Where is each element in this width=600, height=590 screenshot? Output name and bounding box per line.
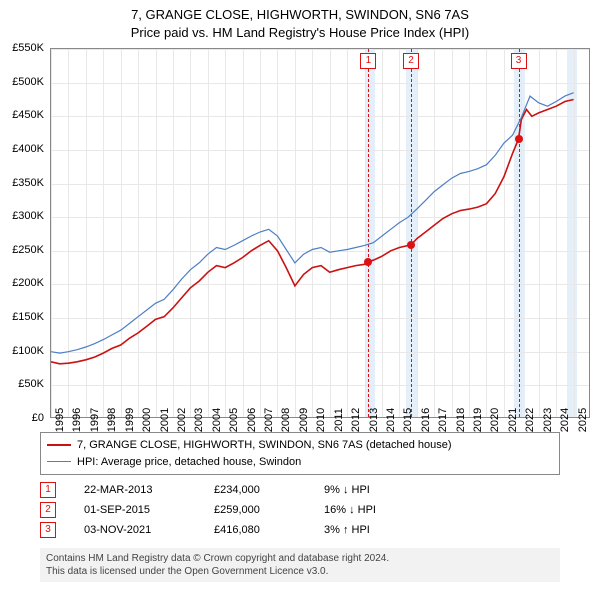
yaxis-tick-label: £0	[32, 412, 44, 424]
sale-diff: 16% ↓ HPI	[324, 504, 434, 516]
xaxis-tick-label: 2017	[437, 408, 449, 432]
legend-item: HPI: Average price, detached house, Swin…	[47, 454, 553, 471]
xaxis-tick-label: 2005	[228, 408, 240, 432]
yaxis-tick-label: £450K	[12, 109, 44, 121]
chart-area: 123 £0£50K£100K£150K£200K£250K£300K£350K…	[50, 48, 590, 418]
xaxis-tick-label: 2015	[402, 408, 414, 432]
xaxis-tick-label: 2010	[315, 408, 327, 432]
xaxis-tick-label: 2012	[350, 408, 362, 432]
sales-row: 2 01-SEP-2015 £259,000 16% ↓ HPI	[40, 500, 434, 520]
yaxis-tick-label: £250K	[12, 244, 44, 256]
footer: Contains HM Land Registry data © Crown c…	[40, 548, 560, 582]
sale-price: £259,000	[214, 504, 324, 516]
xaxis-tick-label: 2000	[141, 408, 153, 432]
sale-flag-marker: 2	[403, 53, 419, 69]
plot: 1 2 3	[50, 48, 590, 418]
yaxis-tick-label: £550K	[12, 42, 44, 54]
sale-date: 01-SEP-2015	[84, 504, 214, 516]
xaxis-tick-label: 2007	[263, 408, 275, 432]
sales-row: 1 22-MAR-2013 £234,000 9% ↓ HPI	[40, 480, 434, 500]
xaxis-tick-label: 1998	[106, 408, 118, 432]
sale-price: £234,000	[214, 484, 324, 496]
xaxis-tick-label: 2008	[280, 408, 292, 432]
sale-date: 03-NOV-2021	[84, 524, 214, 536]
series-hpi	[51, 93, 574, 353]
yaxis-tick-label: £400K	[12, 143, 44, 155]
legend-swatch	[47, 444, 71, 446]
xaxis-tick-label: 2016	[420, 408, 432, 432]
legend-label: 7, GRANGE CLOSE, HIGHWORTH, SWINDON, SN6…	[77, 437, 452, 454]
xaxis-tick-label: 2002	[176, 408, 188, 432]
sale-flag-icon: 2	[40, 502, 56, 518]
series-svg	[51, 49, 590, 418]
footer-line: Contains HM Land Registry data © Crown c…	[46, 552, 554, 565]
title-subtitle: Price paid vs. HM Land Registry's House …	[0, 24, 600, 42]
xaxis-tick-label: 2001	[159, 408, 171, 432]
sale-flag-marker: 1	[360, 53, 376, 69]
yaxis-tick-label: £150K	[12, 311, 44, 323]
sales-row: 3 03-NOV-2021 £416,080 3% ↑ HPI	[40, 520, 434, 540]
yaxis-tick-label: £300K	[12, 210, 44, 222]
xaxis-tick-label: 2003	[193, 408, 205, 432]
sale-marker	[364, 258, 372, 266]
sales-table: 1 22-MAR-2013 £234,000 9% ↓ HPI 2 01-SEP…	[40, 480, 434, 540]
sale-diff: 9% ↓ HPI	[324, 484, 434, 496]
xaxis-tick-label: 2022	[524, 408, 536, 432]
xaxis-tick-label: 1997	[89, 408, 101, 432]
sale-flag-marker: 3	[511, 53, 527, 69]
yaxis-tick-label: £200K	[12, 277, 44, 289]
sale-marker	[407, 241, 415, 249]
title-block: 7, GRANGE CLOSE, HIGHWORTH, SWINDON, SN6…	[0, 0, 600, 42]
xaxis-tick-label: 2025	[577, 408, 589, 432]
yaxis-tick-label: £350K	[12, 177, 44, 189]
legend: 7, GRANGE CLOSE, HIGHWORTH, SWINDON, SN6…	[40, 432, 560, 475]
chart-container: 7, GRANGE CLOSE, HIGHWORTH, SWINDON, SN6…	[0, 0, 600, 590]
sale-date: 22-MAR-2013	[84, 484, 214, 496]
xaxis-tick-label: 2014	[385, 408, 397, 432]
xaxis-tick-label: 2013	[368, 408, 380, 432]
xaxis-tick-label: 2023	[542, 408, 554, 432]
legend-swatch	[47, 461, 71, 462]
legend-label: HPI: Average price, detached house, Swin…	[77, 454, 301, 471]
sale-marker	[515, 135, 523, 143]
xaxis-tick-label: 2018	[455, 408, 467, 432]
xaxis-tick-label: 2024	[559, 408, 571, 432]
xaxis-tick-label: 2009	[298, 408, 310, 432]
xaxis-tick-label: 2021	[507, 408, 519, 432]
xaxis-tick-label: 2004	[211, 408, 223, 432]
footer-line: This data is licensed under the Open Gov…	[46, 565, 554, 578]
xaxis-tick-label: 2011	[333, 408, 345, 432]
xaxis-tick-label: 2019	[472, 408, 484, 432]
sale-price: £416,080	[214, 524, 324, 536]
yaxis-tick-label: £100K	[12, 345, 44, 357]
legend-item: 7, GRANGE CLOSE, HIGHWORTH, SWINDON, SN6…	[47, 437, 553, 454]
xaxis-tick-label: 2006	[246, 408, 258, 432]
xaxis-tick-label: 1999	[124, 408, 136, 432]
sale-diff: 3% ↑ HPI	[324, 524, 434, 536]
yaxis-tick-label: £50K	[18, 378, 44, 390]
yaxis-tick-label: £500K	[12, 76, 44, 88]
xaxis-tick-label: 1996	[71, 408, 83, 432]
title-address: 7, GRANGE CLOSE, HIGHWORTH, SWINDON, SN6…	[0, 6, 600, 24]
xaxis-tick-label: 1995	[54, 408, 66, 432]
sale-flag-icon: 1	[40, 482, 56, 498]
sale-flag-icon: 3	[40, 522, 56, 538]
xaxis-tick-label: 2020	[489, 408, 501, 432]
